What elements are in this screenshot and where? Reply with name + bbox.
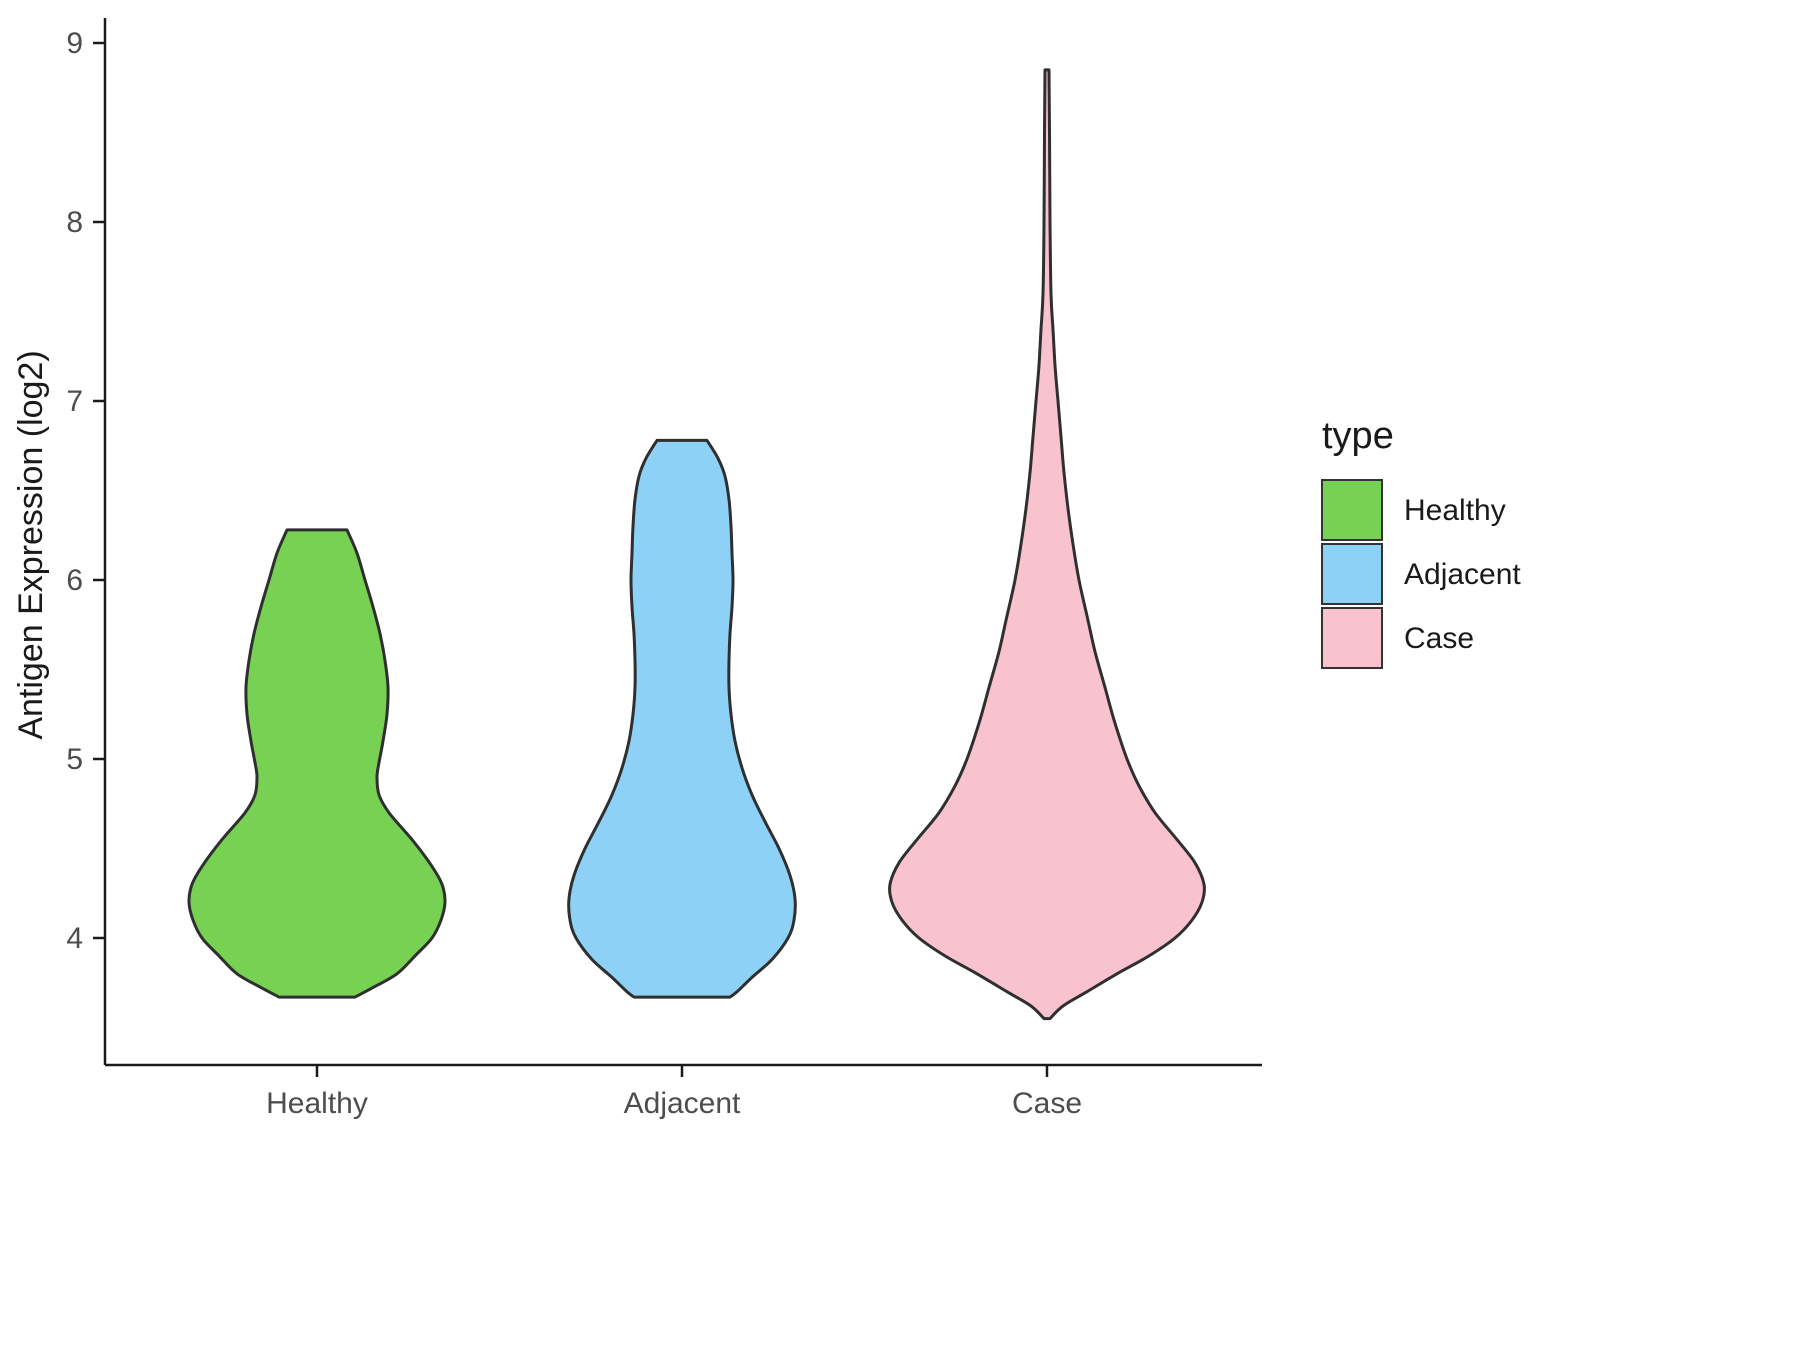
legend-label-adjacent: Adjacent bbox=[1404, 558, 1521, 591]
legend-swatch-healthy bbox=[1321, 479, 1383, 541]
legend-title: type bbox=[1322, 415, 1394, 457]
tick-labels-group: 4 5 6 7 8 9 Healthy Adjacent Case bbox=[66, 27, 1082, 1120]
legend-label-healthy: Healthy bbox=[1404, 494, 1506, 527]
y-tick-label: 9 bbox=[66, 27, 83, 60]
legend-swatch-adjacent bbox=[1321, 543, 1383, 605]
axes-group bbox=[93, 18, 1262, 1077]
y-axis-title: Antigen Expression (log2) bbox=[12, 350, 50, 739]
legend: type Healthy Adjacent Case bbox=[1321, 415, 1521, 669]
y-tick-label: 8 bbox=[66, 206, 83, 239]
x-tick-label: Case bbox=[1012, 1087, 1082, 1120]
violin-healthy bbox=[187, 528, 447, 999]
legend-entries: Healthy Adjacent Case bbox=[1321, 479, 1521, 669]
y-tick-label: 5 bbox=[66, 743, 83, 776]
violins-group bbox=[187, 68, 1206, 1021]
violin-case bbox=[888, 68, 1206, 1021]
y-tick-label: 6 bbox=[66, 564, 83, 597]
x-tick-label: Adjacent bbox=[624, 1087, 741, 1120]
legend-label-case: Case bbox=[1404, 622, 1474, 655]
legend-swatch-case bbox=[1321, 607, 1383, 669]
violin-adjacent bbox=[567, 438, 797, 999]
x-tick-label: Healthy bbox=[266, 1087, 368, 1120]
y-tick-label: 4 bbox=[66, 922, 83, 955]
y-tick-label: 7 bbox=[66, 385, 83, 418]
